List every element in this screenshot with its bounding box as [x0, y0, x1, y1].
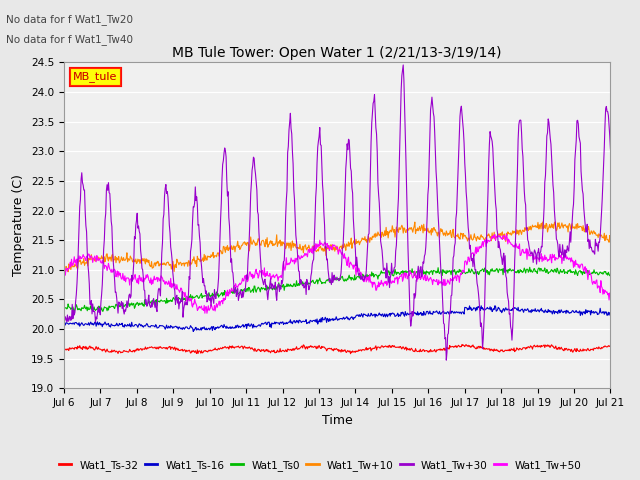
Wat1_Tw+30 [399, 62, 407, 68]
Wat1_Ts-16 [409, 311, 417, 317]
Line: Wat1_Ts-32: Wat1_Ts-32 [64, 345, 611, 354]
Wat1_Ts-16 [491, 303, 499, 309]
Wat1_Ts0 [409, 270, 417, 276]
Wat1_Tw+50 [409, 275, 417, 281]
Wat1_Tw+10 [551, 219, 559, 225]
Wat1_Ts0 [476, 271, 483, 277]
Legend: MB_tule: MB_tule [70, 68, 120, 85]
Wat1_Tw+30 [532, 252, 540, 258]
Title: MB Tule Tower: Open Water 1 (2/21/13-3/19/14): MB Tule Tower: Open Water 1 (2/21/13-3/1… [172, 46, 502, 60]
Text: No data for f Wat1_Tw40: No data for f Wat1_Tw40 [6, 34, 133, 45]
Wat1_Tw+10 [476, 235, 483, 241]
Wat1_Ts-32 [378, 343, 386, 348]
Wat1_Ts-16 [60, 320, 68, 326]
Wat1_Tw+10 [607, 236, 614, 242]
Wat1_Ts-16 [392, 312, 400, 318]
Text: No data for f Wat1_Tw20: No data for f Wat1_Tw20 [6, 14, 133, 25]
Wat1_Ts-32 [607, 342, 614, 348]
Wat1_Ts-16 [532, 309, 540, 314]
Wat1_Ts-32 [476, 345, 484, 351]
Wat1_Tw+30 [60, 320, 68, 326]
Wat1_Tw+50 [93, 256, 101, 262]
Wat1_Tw+30 [392, 248, 399, 254]
Wat1_Tw+50 [378, 281, 386, 287]
Line: Wat1_Tw+50: Wat1_Tw+50 [64, 234, 611, 313]
Wat1_Tw+50 [502, 231, 510, 237]
Wat1_Ts-16 [189, 328, 197, 334]
Y-axis label: Temperature (C): Temperature (C) [12, 174, 26, 276]
Wat1_Ts-16 [607, 310, 614, 315]
Wat1_Tw+30 [378, 243, 385, 249]
Wat1_Ts-16 [93, 319, 101, 325]
Wat1_Tw+10 [61, 272, 68, 277]
Wat1_Tw+30 [93, 310, 101, 316]
Line: Wat1_Ts-16: Wat1_Ts-16 [64, 306, 611, 331]
Wat1_Tw+10 [378, 229, 386, 235]
Line: Wat1_Tw+30: Wat1_Tw+30 [64, 65, 611, 360]
Wat1_Tw+50 [60, 269, 68, 275]
Wat1_Ts0 [607, 272, 614, 277]
Line: Wat1_Tw+10: Wat1_Tw+10 [64, 222, 611, 275]
Wat1_Tw+10 [409, 229, 417, 235]
Wat1_Ts-32 [60, 346, 68, 351]
Wat1_Ts-32 [93, 347, 101, 352]
Wat1_Ts-32 [347, 351, 355, 357]
Wat1_Tw+50 [203, 311, 211, 316]
Wat1_Ts-32 [392, 345, 400, 350]
Wat1_Tw+10 [531, 223, 539, 228]
Wat1_Ts0 [526, 264, 534, 270]
Wat1_Ts0 [378, 270, 386, 276]
Wat1_Ts-16 [476, 305, 483, 311]
Wat1_Ts0 [392, 272, 400, 277]
Wat1_Tw+30 [476, 309, 484, 314]
Wat1_Ts-32 [409, 348, 417, 353]
Wat1_Tw+50 [392, 276, 400, 281]
Wat1_Ts-32 [458, 342, 466, 348]
Wat1_Tw+30 [409, 313, 417, 319]
Wat1_Tw+50 [532, 253, 540, 259]
Wat1_Ts0 [70, 309, 78, 315]
Wat1_Tw+30 [607, 146, 614, 152]
Wat1_Ts-16 [378, 312, 386, 317]
Line: Wat1_Ts0: Wat1_Ts0 [64, 267, 611, 312]
Wat1_Ts0 [532, 268, 540, 274]
Wat1_Ts0 [94, 307, 102, 312]
Wat1_Tw+10 [60, 266, 68, 272]
Wat1_Tw+10 [392, 224, 400, 230]
Wat1_Ts0 [60, 305, 68, 311]
X-axis label: Time: Time [322, 414, 353, 427]
Legend: Wat1_Ts-32, Wat1_Ts-16, Wat1_Ts0, Wat1_Tw+10, Wat1_Tw+30, Wat1_Tw+50: Wat1_Ts-32, Wat1_Ts-16, Wat1_Ts0, Wat1_T… [54, 456, 586, 475]
Wat1_Tw+50 [476, 244, 483, 250]
Wat1_Tw+30 [442, 357, 450, 363]
Wat1_Tw+10 [94, 254, 102, 260]
Wat1_Ts-32 [532, 344, 540, 349]
Wat1_Tw+50 [607, 293, 614, 299]
